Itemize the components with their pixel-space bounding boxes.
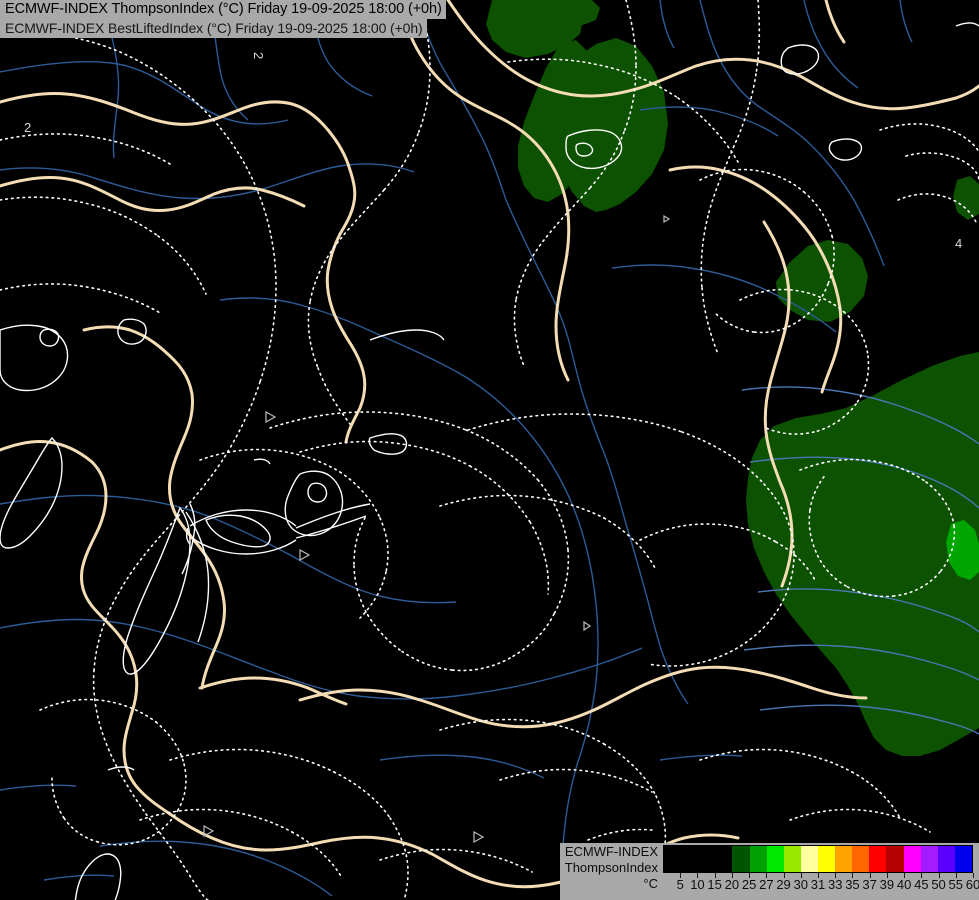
colorbar-tick — [749, 873, 751, 878]
colorbar-swatch — [664, 846, 682, 872]
marker-group — [203, 214, 671, 844]
marker-arrow-6 — [663, 214, 671, 224]
colorbar-tick — [869, 873, 871, 878]
colorbar-tick-label: 35 — [845, 877, 860, 892]
colorbar-tick-label: 60 — [965, 877, 979, 892]
title-line-thompson-index: ECMWF-INDEX ThompsonIndex (°C) Friday 19… — [0, 0, 446, 19]
legend-title-model: ECMWF-INDEX — [564, 844, 658, 859]
legend-caption: ECMWF-INDEX ThompsonIndex °C — [560, 843, 661, 892]
shade-region-north-tip — [560, 0, 600, 26]
colorbar-tick-label: 30 — [793, 877, 808, 892]
colorbar-tick-label: 5 — [676, 877, 684, 892]
colorbar-swatch — [886, 846, 904, 872]
title-line-best-lifted-index: ECMWF-INDEX BestLiftedIndex (°C) Friday … — [0, 19, 427, 38]
colorbar-swatch — [852, 846, 870, 872]
colorbar-tick — [973, 873, 974, 878]
colorbar-swatch — [698, 846, 716, 872]
colorbar-tick — [800, 873, 802, 878]
colorbar-swatch — [920, 846, 938, 872]
shade-region-east-bright — [946, 520, 979, 580]
colorbar-swatch — [681, 846, 699, 872]
colorbar-tick-label: 45 — [914, 877, 929, 892]
shade-region-central-lobe — [518, 40, 600, 202]
colorbar-tick-label: 50 — [931, 877, 946, 892]
colorbar-swatch — [732, 846, 750, 872]
colorbar-swatch — [749, 846, 767, 872]
isoline-label-2a: 2 — [24, 120, 31, 135]
legend-units: °C — [643, 876, 658, 891]
colorbar-swatch — [800, 846, 818, 872]
isoline-label-group: 2 2 4 — [24, 52, 962, 251]
colorbar-tick — [697, 873, 699, 878]
marker-arrow-4 — [473, 830, 485, 844]
colorbar-tick-label: 33 — [827, 877, 843, 892]
colorbar-ticks — [663, 873, 974, 878]
colorbar-tick — [835, 873, 837, 878]
colorbar-tick — [766, 873, 768, 878]
colorbar-tick — [921, 873, 923, 878]
colorbar-swatch — [835, 846, 853, 872]
colorbar-tick — [904, 873, 906, 878]
colorbar-swatch — [715, 846, 733, 872]
marker-arrow-3 — [203, 824, 215, 838]
colorbar-tick — [731, 873, 733, 878]
marker-arrow-5 — [583, 620, 592, 632]
colorbar-tick — [852, 873, 854, 878]
colorbar-swatch — [766, 846, 784, 872]
shade-region-top-right-corner — [953, 176, 979, 220]
shade-region-mid-right — [776, 240, 868, 322]
colorbar-tick — [818, 873, 819, 878]
legend-title-parameter: ThompsonIndex — [564, 860, 658, 875]
colorbar-tick — [886, 873, 888, 878]
coastline-lake-group — [0, 22, 979, 900]
colorbar-tick-label: 37 — [862, 877, 877, 892]
shade-region-east-large — [746, 352, 979, 756]
colorbar-legend[interactable]: ECMWF-INDEX ThompsonIndex °C 5 10 15 20 25 27… — [560, 843, 979, 900]
colorbar-tick-label: 15 — [707, 877, 722, 892]
colorbar-swatch — [817, 846, 836, 872]
colorbar-swatch — [869, 846, 887, 872]
colorbar-tick — [680, 873, 682, 878]
shade-region-north-west — [486, 0, 584, 58]
colorbar-swatch — [783, 846, 801, 872]
colorbar-tick — [783, 873, 785, 878]
colorbar-tick-label: 40 — [896, 877, 912, 892]
colorbar-tick-label: 55 — [948, 877, 963, 892]
title-overlay: ECMWF-INDEX ThompsonIndex (°C) Friday 19… — [0, 0, 446, 38]
isoline-label-4: 4 — [955, 236, 962, 251]
colorbar-tick-label: 31 — [810, 877, 826, 892]
colorbar-tick-label: 10 — [690, 877, 705, 892]
colorbar-tick-label: 20 — [724, 877, 740, 892]
colorbar-swatch — [937, 846, 955, 872]
colorbar-swatches[interactable] — [663, 845, 973, 873]
colorbar-tick-label: 29 — [776, 877, 791, 892]
shaded-region-group — [486, 0, 979, 756]
legend-scale: 5 10 15 20 25 27 29 30 31 33 35 37 39 40 45 50 55 60 — [661, 843, 979, 900]
isoline-label-2b: 2 — [251, 52, 266, 59]
colorbar-swatch — [954, 846, 972, 872]
colorbar-tick-labels: 5 10 15 20 25 27 29 30 31 33 35 37 39 40 45 50 55 60 — [663, 876, 979, 896]
colorbar-tick-label: 25 — [741, 877, 757, 892]
colorbar-tick-label: 39 — [879, 877, 895, 892]
marker-arrow-1 — [265, 410, 277, 424]
colorbar-swatch — [903, 846, 921, 872]
colorbar-tick — [938, 873, 940, 878]
colorbar-tick — [714, 873, 716, 878]
colorbar-tick — [955, 873, 957, 878]
marker-arrow-2 — [299, 548, 311, 562]
colorbar-tick-label: 27 — [759, 877, 774, 892]
